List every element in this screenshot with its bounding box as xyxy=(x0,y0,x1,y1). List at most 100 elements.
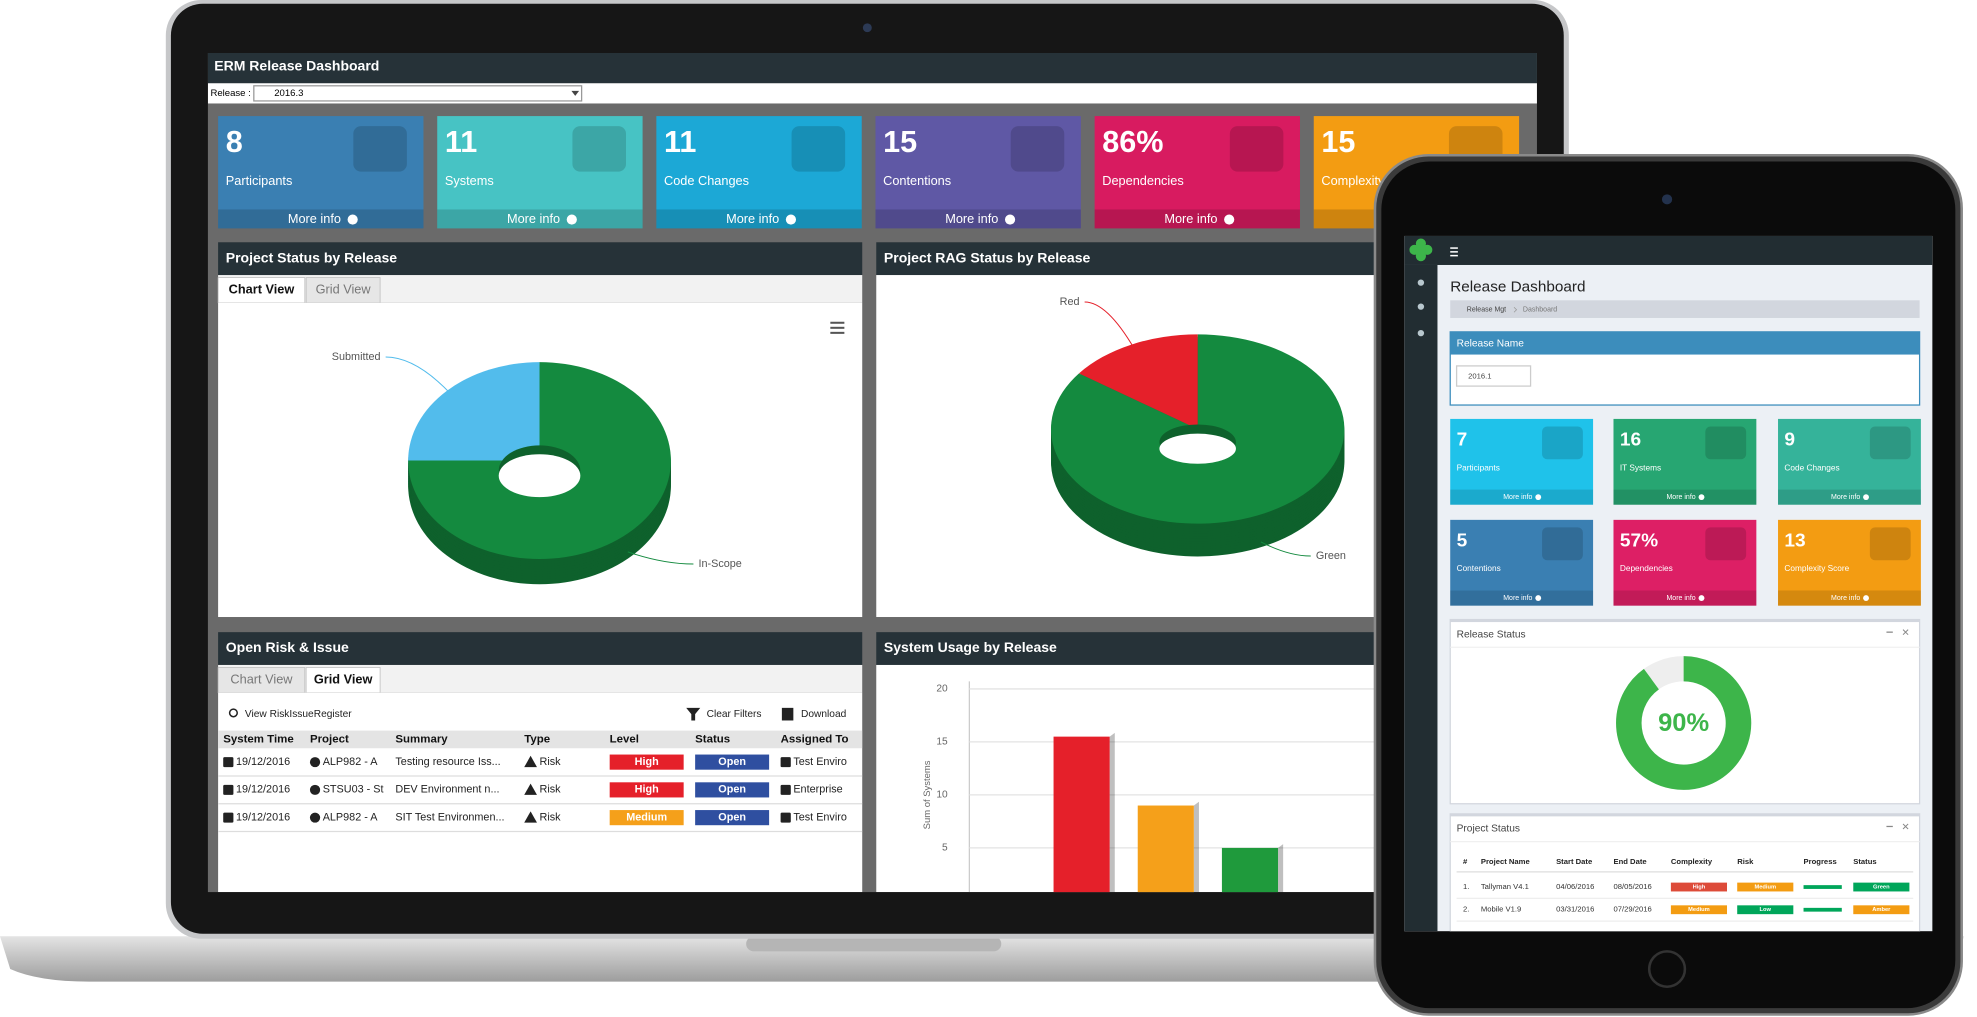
tile-link[interactable]: More info xyxy=(1503,595,1532,602)
release-input[interactable] xyxy=(1455,365,1532,387)
badge xyxy=(1670,905,1728,915)
tile-link[interactable]: More info xyxy=(288,212,341,226)
menu-icon[interactable] xyxy=(1450,254,1458,257)
cell-icon xyxy=(309,757,321,768)
tile-link[interactable]: More info xyxy=(726,212,779,226)
sidebar-icon[interactable] xyxy=(1417,329,1425,337)
tab-label[interactable]: Chart View xyxy=(229,283,295,297)
sidebar-icon[interactable] xyxy=(1417,303,1425,310)
tile-link[interactable]: More info xyxy=(1503,494,1532,501)
y-tick-label: 5 xyxy=(942,843,948,854)
box-close[interactable] xyxy=(1902,823,1909,830)
column-header: Status xyxy=(1853,857,1876,866)
pie-label: Submitted xyxy=(332,351,381,363)
warning-icon xyxy=(524,811,537,823)
y-tick-label: 20 xyxy=(936,684,948,695)
leader-line xyxy=(385,356,452,395)
bar-side xyxy=(1193,801,1199,893)
tile-link[interactable]: More info xyxy=(945,212,998,226)
tile-link[interactable]: More info xyxy=(1831,494,1860,501)
box-title: Project Status xyxy=(1457,824,1520,835)
release-select[interactable] xyxy=(253,85,583,102)
tile-link[interactable]: More info xyxy=(1666,494,1695,501)
tile-footer xyxy=(1778,590,1921,606)
column-header: Risk xyxy=(1737,857,1754,866)
toolbar-button[interactable]: Clear Filters xyxy=(707,709,762,720)
header-bar xyxy=(207,52,1537,84)
chart-menu-icon[interactable] xyxy=(830,321,845,324)
column-header: Status xyxy=(695,733,730,745)
tile-icon xyxy=(1229,126,1284,172)
cell: 2. xyxy=(1463,905,1469,914)
badge-text: Open xyxy=(718,812,746,824)
sidebar-icon[interactable] xyxy=(1417,279,1425,286)
tablet-home-button xyxy=(1647,950,1687,988)
breadcrumb[interactable]: Release Mgt xyxy=(1467,307,1506,314)
tile-link[interactable]: More info xyxy=(1831,595,1860,602)
badge-text: High xyxy=(635,784,659,796)
search-icon xyxy=(228,708,239,718)
column-header: Start Date xyxy=(1556,857,1592,866)
column-header: Assigned To xyxy=(781,733,849,745)
tab[interactable] xyxy=(217,277,306,304)
tile-footer xyxy=(1613,489,1757,505)
cell: 19/12/2016 xyxy=(236,784,290,796)
column-header: End Date xyxy=(1613,857,1646,866)
stat-tile xyxy=(1613,418,1757,505)
tile-value: 15 xyxy=(1321,125,1355,159)
cell: ALP982 - A xyxy=(323,756,379,768)
chart-menu-icon[interactable] xyxy=(830,326,845,329)
tab[interactable] xyxy=(305,667,381,694)
tab-label[interactable]: Grid View xyxy=(314,672,373,686)
tile-link[interactable]: More info xyxy=(1666,595,1695,602)
breadcrumb-bar xyxy=(1450,300,1920,318)
panel-header xyxy=(218,242,863,276)
stat-tile xyxy=(656,116,862,229)
cell-icon xyxy=(780,757,791,768)
cell: Test Enviro xyxy=(793,812,847,824)
tablet-dashboard: Release Dashboard Release Mgt Dashboard Rel… xyxy=(1404,235,1933,932)
stat-tile xyxy=(1094,116,1300,229)
tab-label[interactable]: Grid View xyxy=(316,283,372,297)
release-value: 2016.3 xyxy=(274,88,303,99)
tile-link[interactable]: More info xyxy=(1164,212,1217,226)
badge-text: Medium xyxy=(1754,885,1776,891)
tile-footer xyxy=(1613,590,1757,606)
info-icon xyxy=(1004,214,1016,225)
cell-icon xyxy=(223,757,234,768)
chart-menu-icon[interactable] xyxy=(830,331,845,334)
badge-text: Low xyxy=(1760,907,1772,913)
menu-icon[interactable] xyxy=(1450,247,1458,249)
tab-label[interactable]: Chart View xyxy=(230,672,293,686)
cell: DEV Environment n... xyxy=(395,784,499,796)
leader-line xyxy=(1084,301,1135,350)
column-header: Project xyxy=(310,733,349,745)
tile-icon xyxy=(1869,527,1911,561)
stat-tile xyxy=(1778,418,1921,505)
tile-label: Contentions xyxy=(1457,564,1501,573)
tile-link[interactable]: More info xyxy=(507,212,560,226)
pie-hole xyxy=(498,454,581,498)
toolbar-button[interactable]: Download xyxy=(801,709,846,720)
cell: 1. xyxy=(1463,882,1469,891)
progress-bar xyxy=(1803,907,1842,912)
badge xyxy=(1853,882,1910,892)
bar xyxy=(1053,736,1110,893)
panel-title: System Usage by Release xyxy=(884,639,1057,655)
cell: 04/06/2016 xyxy=(1556,882,1594,891)
bar xyxy=(1137,805,1194,893)
info-icon xyxy=(566,214,577,225)
laptop-dashboard: ERM Release Dashboard Release : 2016.3 8 Par… xyxy=(207,52,1537,893)
tile-footer xyxy=(1094,209,1300,229)
toolbar-button[interactable]: View RiskIssueRegister xyxy=(245,709,352,720)
dashboard-title: ERM Release Dashboard xyxy=(214,58,379,74)
tile-icon xyxy=(1542,527,1583,561)
tile-value: 5 xyxy=(1457,530,1468,551)
page-title: Release Dashboard xyxy=(1450,279,1585,296)
tile-icon xyxy=(1705,426,1747,460)
menu-icon[interactable] xyxy=(1450,251,1458,253)
cell: Mobile V1.9 xyxy=(1481,905,1521,914)
tile-icon xyxy=(1705,527,1747,561)
box-close[interactable] xyxy=(1902,629,1909,636)
tile-label: Contentions xyxy=(883,174,951,188)
